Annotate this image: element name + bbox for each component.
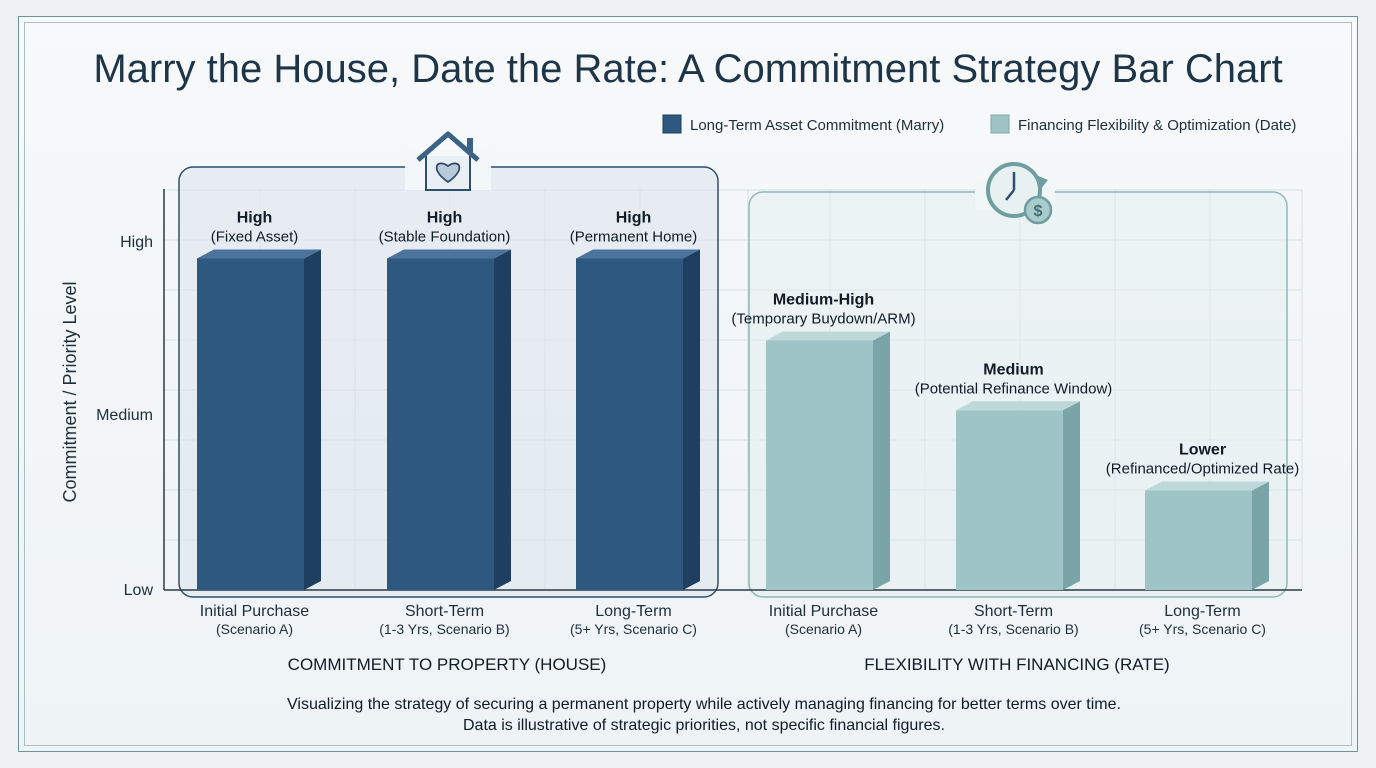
x-tick-sublabel: (Scenario A) (216, 621, 293, 637)
y-tick-low: Low (124, 582, 154, 599)
bar-top (956, 401, 1080, 411)
bar-side (873, 331, 890, 590)
y-axis-label: Commitment / Priority Level (60, 281, 80, 502)
bar-note-label: (Temporary Buydown/ARM) (731, 310, 915, 327)
bar-value-label: High (237, 209, 273, 226)
bar-side (1063, 401, 1080, 590)
legend-swatch-date (990, 114, 1010, 134)
svg-text:$: $ (1034, 203, 1043, 220)
legend-swatch-marry (662, 114, 682, 134)
chart-title: Marry the House, Date the Rate: A Commit… (93, 47, 1282, 91)
bar-note-label: (Stable Foundation) (379, 228, 511, 245)
bar-top (766, 331, 890, 341)
bar-top (1145, 481, 1269, 491)
x-tick-label: Initial Purchase (769, 603, 878, 620)
bar-note-label: (Refinanced/Optimized Rate) (1106, 461, 1299, 478)
x-tick-sublabel: (5+ Yrs, Scenario C) (570, 621, 697, 637)
footnote-line-2: Data is illustrative of strategic priori… (463, 717, 945, 734)
bar-value-label: High (427, 209, 463, 226)
clock-dollar-icon: $ (975, 162, 1055, 225)
bar-front (956, 410, 1063, 590)
bar-rate-2: Medium (Potential Refinance Window) Short-… (915, 361, 1113, 637)
x-tick-sublabel: (1-3 Yrs, Scenario B) (948, 621, 1078, 637)
house-heart-icon (405, 131, 491, 191)
x-tick-label: Long-Term (1164, 603, 1240, 620)
bar-value-label: Medium (983, 361, 1043, 378)
bar-value-label: Medium-High (773, 291, 874, 308)
bar-side (1252, 481, 1269, 590)
bar-house-3: High (Permanent Home) Long-Term(5+ Yrs, Sc… (570, 209, 700, 637)
x-tick-sublabel: (Scenario A) (785, 621, 862, 637)
bar-side (683, 249, 700, 590)
legend: Long-Term Asset Commitment (Marry) Finan… (662, 114, 1296, 134)
x-tick-label: Long-Term (595, 603, 671, 620)
x-tick-sublabel: (5+ Yrs, Scenario C) (1139, 621, 1266, 637)
x-tick-label: Short-Term (974, 603, 1053, 620)
bar-note-label: (Permanent Home) (570, 228, 698, 245)
bar-note-label: (Potential Refinance Window) (915, 380, 1113, 397)
chart-inner-border (24, 22, 1352, 746)
x-tick-label: Initial Purchase (200, 603, 309, 620)
group-label-rate: FLEXIBILITY WITH FINANCING (RATE) (864, 655, 1169, 674)
legend-label-marry: Long-Term Asset Commitment (Marry) (690, 117, 944, 134)
y-tick-medium: Medium (96, 407, 153, 424)
bar-value-label: Lower (1179, 442, 1226, 459)
bar-side (304, 249, 321, 590)
bar-side (494, 249, 511, 590)
bar-front (387, 258, 494, 590)
x-tick-label: Short-Term (405, 603, 484, 620)
bar-top (387, 249, 511, 259)
bar-house-1: High (Fixed Asset) Initial Purchase(Scenar… (197, 209, 321, 637)
bar-rate-1: Medium-High (Temporary Buydown/ARM) Initia… (731, 291, 915, 637)
bar-front (576, 258, 683, 590)
bar-top (197, 249, 321, 259)
bar-top (576, 249, 700, 259)
x-tick-sublabel: (1-3 Yrs, Scenario B) (379, 621, 509, 637)
bars: High(Fixed Asset)Initial Purchase(Scenar… (197, 209, 1299, 637)
bar-rate-3: Lower (Refinanced/Optimized Rate) Long-Ter… (1106, 442, 1299, 637)
group-label-house: COMMITMENT TO PROPERTY (HOUSE) (288, 655, 607, 674)
bar-front (1145, 490, 1252, 590)
bar-house-2: High (Stable Foundation) Short-Term(1-3 Yr… (379, 209, 511, 637)
bar-note-label: (Fixed Asset) (211, 228, 299, 245)
legend-label-date: Financing Flexibility & Optimization (Da… (1018, 117, 1296, 134)
bar-value-label: High (616, 209, 652, 226)
bar-front (197, 258, 304, 590)
y-tick-high: High (120, 234, 153, 251)
bar-front (766, 340, 873, 590)
footnote-line-1: Visualizing the strategy of securing a p… (287, 696, 1121, 713)
